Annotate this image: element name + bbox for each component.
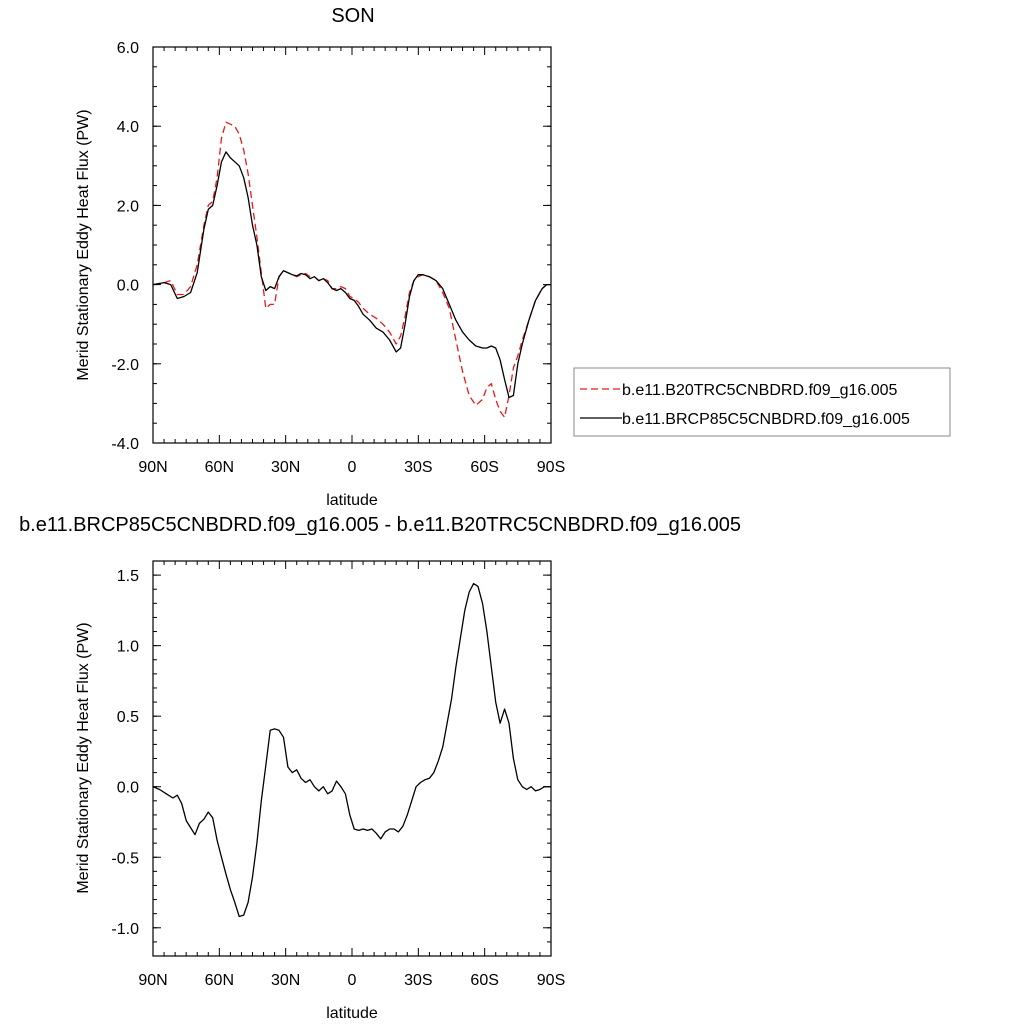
bottom-chart-y-tick-label: -0.5: [111, 850, 139, 867]
top-chart-x-tick-label: 60N: [205, 459, 234, 476]
bottom-chart-y-tick-label: -1.0: [111, 921, 139, 938]
legend: b.e11.B20TRC5CNBDRD.f09_g16.005 b.e11.BR…: [573, 367, 951, 437]
top-chart-y-axis-label: Merid Stationary Eddy Heat Flux (PW): [75, 109, 92, 380]
bottom-chart-x-tick-label: 30S: [404, 972, 432, 989]
top-chart-series: [152, 121, 551, 418]
bottom-chart: b.e11.BRCP85C5CNBDRD.f09_g16.005 - b.e11…: [19, 514, 741, 1022]
bottom-chart-x-tick-label: 90N: [138, 972, 167, 989]
top-chart-y-tick-label: 6.0: [117, 40, 139, 57]
bottom-chart-y-tick-label: 0.5: [117, 709, 139, 726]
top-chart: SON Merid Stationary Eddy Heat Flux (PW)…: [75, 5, 951, 509]
top-chart-ticks: 90N 60N 30N 0 30S 60S 90S -4.0 -2.0 0.0 2.0 4.0 6.0: [111, 40, 565, 476]
legend-label-series-2: b.e11.BRCP85C5CNBDRD.f09_g16.005: [622, 411, 910, 428]
top-chart-x-tick-label: 30S: [404, 459, 432, 476]
bottom-chart-title: b.e11.BRCP85C5CNBDRD.f09_g16.005 - b.e11…: [19, 514, 741, 536]
bottom-chart-x-axis-label: latitude: [326, 1005, 378, 1022]
top-chart-x-tick-label: 90N: [138, 459, 167, 476]
bottom-chart-x-tick-label: 60N: [205, 972, 234, 989]
top-chart-plot-frame: [152, 46, 552, 444]
top-chart-y-tick-label: -2.0: [111, 357, 139, 374]
top-chart-series-line-2: [152, 151, 551, 399]
top-chart-y-tick-label: 4.0: [117, 119, 139, 136]
top-chart-x-tick-label: 30N: [271, 459, 300, 476]
top-chart-x-tick-label: 60S: [470, 459, 498, 476]
bottom-chart-series-line-1: [152, 582, 551, 918]
bottom-chart-x-tick-label: 0: [348, 972, 357, 989]
top-chart-series-line-1: [152, 121, 551, 418]
top-chart-title: SON: [331, 5, 374, 27]
bottom-chart-y-tick-label: 0.0: [117, 780, 139, 797]
bottom-chart-x-tick-label: 30N: [271, 972, 300, 989]
bottom-chart-y-tick-label: 1.0: [117, 639, 139, 656]
top-chart-x-tick-label: 0: [348, 459, 357, 476]
bottom-chart-y-axis-label: Merid Stationary Eddy Heat Flux (PW): [75, 622, 92, 893]
bottom-chart-y-tick-label: 1.5: [117, 568, 139, 585]
top-chart-y-tick-label: 2.0: [117, 198, 139, 215]
bottom-chart-plot-frame: [152, 560, 552, 957]
top-chart-x-tick-label: 90S: [537, 459, 565, 476]
bottom-chart-x-tick-label: 60S: [470, 972, 498, 989]
legend-box: [573, 367, 951, 437]
top-chart-x-axis-label: latitude: [326, 492, 378, 509]
bottom-chart-ticks: 90N 60N 30N 0 30S 60S 90S -1.0 -0.5 0.0 0.5 1.0 1.5: [111, 560, 565, 989]
legend-label-series-1: b.e11.B20TRC5CNBDRD.f09_g16.005: [622, 382, 898, 399]
top-chart-y-tick-label: -4.0: [111, 436, 139, 453]
bottom-chart-x-tick-label: 90S: [537, 972, 565, 989]
bottom-chart-series: [152, 582, 551, 918]
top-chart-y-tick-label: 0.0: [117, 278, 139, 295]
